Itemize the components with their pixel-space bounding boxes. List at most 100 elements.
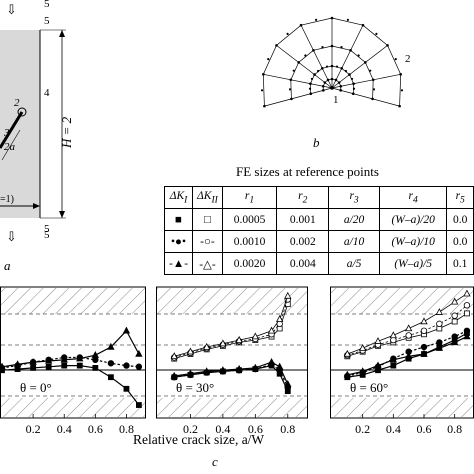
mesh-point-1-label: 1 bbox=[333, 94, 339, 106]
mesh-node bbox=[339, 89, 342, 92]
data-point-square bbox=[135, 402, 142, 408]
mesh-node bbox=[321, 84, 325, 88]
plate-specimen bbox=[0, 30, 40, 218]
mesh-node bbox=[348, 73, 351, 76]
panel-a: H = 2 ⇩ ⇩ 5 5 4 2 3 2a =1) 5 5 a bbox=[0, 0, 74, 273]
panel-b-label: b bbox=[313, 135, 320, 150]
data-point-triangle bbox=[450, 297, 459, 305]
panel-a-label: a bbox=[4, 258, 11, 273]
dim-h-label: H = 2 bbox=[59, 116, 74, 149]
mesh-node bbox=[330, 77, 334, 81]
data-point-triangle bbox=[135, 349, 143, 357]
x-tick-label: 0.2 bbox=[26, 422, 41, 436]
mesh-node bbox=[335, 65, 339, 68]
data-point-triangle bbox=[284, 291, 292, 299]
header-r1: r1 bbox=[221, 186, 278, 209]
data-point-triangle bbox=[202, 342, 211, 350]
mesh-node bbox=[326, 78, 330, 82]
mesh-node bbox=[320, 66, 324, 70]
cell-r4: (W–a)/20 bbox=[378, 208, 448, 231]
mesh-node bbox=[372, 88, 376, 91]
data-point-circle bbox=[420, 327, 428, 334]
data-point-circle bbox=[420, 343, 428, 351]
mesh-radial bbox=[331, 87, 400, 107]
data-point-square bbox=[390, 362, 397, 369]
mesh-node bbox=[334, 78, 338, 82]
series-line bbox=[1, 365, 140, 406]
label-node-4: 4 bbox=[44, 87, 50, 99]
mesh-node bbox=[275, 44, 278, 47]
data-point-triangle bbox=[170, 371, 178, 379]
mesh-node bbox=[304, 54, 307, 57]
data-point-triangle bbox=[389, 355, 398, 363]
label-2a: 2a bbox=[4, 141, 16, 153]
x-tick-label: 0.8 bbox=[447, 422, 462, 436]
mesh-node bbox=[299, 23, 303, 27]
mesh-node bbox=[297, 61, 300, 64]
data-point-triangle bbox=[358, 344, 367, 351]
dim-arrow-top bbox=[59, 30, 65, 37]
data-point-triangle bbox=[170, 352, 178, 360]
hatched-zone-top bbox=[157, 288, 307, 314]
mesh-node bbox=[346, 18, 349, 21]
data-point-triangle bbox=[404, 324, 413, 332]
data-point-triangle bbox=[107, 342, 115, 350]
x-tick-label: 0.2 bbox=[183, 422, 198, 436]
cell-r3: a/20 bbox=[328, 208, 380, 231]
data-point-circle bbox=[405, 332, 412, 339]
label-load: =1) bbox=[0, 194, 14, 205]
data-point-triangle bbox=[420, 349, 428, 357]
crack-dim-line bbox=[1, 129, 21, 161]
hatched-zone-bottom bbox=[1, 398, 145, 417]
data-point-triangle bbox=[358, 367, 367, 375]
mesh-node bbox=[288, 88, 292, 91]
mesh-node bbox=[312, 49, 315, 52]
data-point-triangle bbox=[435, 344, 444, 351]
mesh-node bbox=[349, 49, 352, 52]
panel-b-mesh bbox=[260, 16, 404, 108]
cell-r4: (W–a)/5 bbox=[378, 252, 448, 275]
mesh-node bbox=[375, 32, 378, 35]
header-dk2: ΔKII bbox=[192, 186, 223, 209]
mesh-node bbox=[357, 54, 360, 57]
mesh-node bbox=[386, 44, 389, 47]
data-point-triangle bbox=[186, 347, 195, 355]
mesh-node bbox=[322, 89, 325, 92]
data-point-circle bbox=[135, 363, 143, 370]
data-point-square bbox=[451, 318, 458, 325]
table-row: ■ □ 0.0005 0.001 a/20 (W–a)/20 0.0 bbox=[163, 208, 474, 231]
cell-r3: a/5 bbox=[328, 252, 380, 275]
data-point-triangle bbox=[0, 362, 6, 370]
cell-r1: 0.0020 bbox=[221, 252, 278, 275]
data-point-square bbox=[464, 310, 470, 317]
x-tick-label: 0.8 bbox=[280, 422, 295, 436]
data-point-triangle bbox=[404, 352, 413, 360]
mesh-node bbox=[330, 44, 334, 48]
data-point-triangle bbox=[251, 332, 260, 340]
data-point-triangle bbox=[251, 363, 260, 371]
marker-filled-square-icon: ■ bbox=[163, 208, 194, 231]
mesh-radial bbox=[300, 25, 333, 89]
table-title: FE sizes at reference points bbox=[236, 164, 379, 179]
cell-r5: 0.1 bbox=[446, 252, 474, 275]
cell-r1: 0.0005 bbox=[221, 208, 278, 231]
data-point-triangle bbox=[463, 289, 471, 297]
header-r5: r5 bbox=[446, 186, 474, 209]
mesh-radial bbox=[331, 74, 401, 89]
mesh-node bbox=[323, 81, 327, 84]
mesh-node bbox=[371, 97, 374, 101]
data-point-triangle bbox=[76, 354, 84, 362]
data-point-triangle bbox=[450, 338, 459, 346]
data-point-triangle bbox=[235, 335, 243, 343]
header-dk1: ΔKI bbox=[163, 186, 194, 209]
mesh-node bbox=[394, 58, 397, 61]
mesh-node bbox=[352, 82, 355, 86]
header-r4: r4 bbox=[378, 186, 448, 209]
mesh-node bbox=[350, 77, 354, 81]
data-point-triangle bbox=[463, 332, 471, 340]
label-node-5-top-frame: 5 bbox=[44, 0, 50, 10]
mesh-node bbox=[308, 87, 312, 90]
data-point-triangle bbox=[29, 357, 37, 365]
mesh-node bbox=[309, 82, 312, 86]
